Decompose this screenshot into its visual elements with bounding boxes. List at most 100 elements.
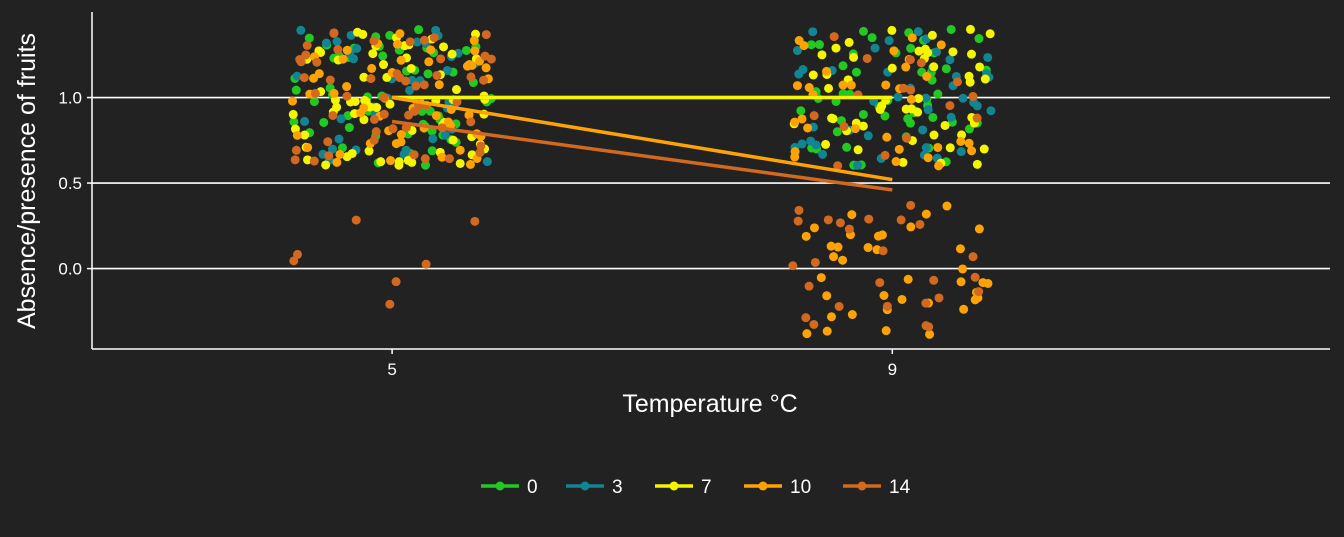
data-point <box>452 97 462 107</box>
data-point <box>945 55 955 65</box>
data-point <box>915 219 925 229</box>
data-point <box>371 127 381 137</box>
data-point <box>799 41 809 51</box>
data-point <box>420 154 430 164</box>
data-point <box>302 40 312 50</box>
fit-line <box>391 95 893 182</box>
data-point <box>352 44 362 54</box>
data-point <box>835 218 845 228</box>
data-point <box>480 51 490 61</box>
data-point <box>448 135 458 145</box>
data-point <box>476 141 486 151</box>
data-point <box>466 72 476 82</box>
data-point <box>388 124 398 134</box>
data-point <box>426 45 436 55</box>
data-point <box>822 66 832 76</box>
data-point <box>366 74 376 84</box>
data-point <box>967 146 977 156</box>
data-point <box>964 138 974 148</box>
legend-item: 3 <box>566 477 623 498</box>
data-point <box>986 106 996 116</box>
data-point <box>325 75 335 85</box>
data-point <box>974 224 984 234</box>
legend-item: 0 <box>481 477 538 498</box>
data-point <box>475 148 485 158</box>
data-point <box>974 287 984 297</box>
data-point <box>932 47 942 57</box>
data-point <box>966 49 976 59</box>
data-point <box>916 58 926 68</box>
data-point <box>810 257 820 267</box>
data-point <box>801 313 811 323</box>
data-point <box>338 54 348 64</box>
data-point <box>847 210 857 220</box>
legend-key-point <box>857 481 867 491</box>
data-point <box>359 115 369 125</box>
data-point <box>324 151 334 161</box>
data-point <box>887 63 897 73</box>
data-point <box>826 241 836 251</box>
data-point <box>929 275 939 285</box>
data-point <box>906 94 916 104</box>
data-point <box>828 114 838 124</box>
data-point <box>863 243 873 253</box>
data-point <box>412 37 422 47</box>
x-tick-label: 9 <box>888 360 897 379</box>
data-point <box>440 130 450 140</box>
plot-panel <box>92 12 1330 349</box>
data-point <box>368 49 378 59</box>
data-point <box>858 26 868 36</box>
data-point <box>980 74 990 84</box>
data-point <box>907 33 917 43</box>
data-point <box>913 27 923 37</box>
data-point <box>821 139 831 149</box>
data-point <box>838 61 848 71</box>
data-point <box>946 112 956 122</box>
data-point <box>894 144 904 154</box>
data-point <box>858 121 868 131</box>
data-point <box>824 83 834 93</box>
data-point <box>296 57 306 67</box>
data-point <box>335 149 345 159</box>
data-point <box>470 46 480 56</box>
data-point <box>929 62 939 72</box>
data-point <box>329 88 339 98</box>
axes: 0.0 0.5 1.0 5 9 <box>58 12 1330 379</box>
data-point <box>913 107 923 117</box>
data-point <box>891 157 901 167</box>
data-point <box>334 134 344 144</box>
data-point <box>299 73 309 83</box>
data-point <box>406 63 416 73</box>
data-point <box>351 215 361 225</box>
data-point <box>385 299 395 309</box>
data-point <box>344 123 354 133</box>
data-point <box>419 80 429 90</box>
data-point <box>958 93 968 103</box>
data-point <box>470 216 480 226</box>
data-point <box>342 152 352 162</box>
data-point <box>332 157 342 167</box>
legend-item: 14 <box>843 477 911 498</box>
data-point <box>808 70 818 80</box>
data-point <box>864 214 874 224</box>
data-point <box>376 157 386 167</box>
data-point <box>369 135 379 145</box>
data-point <box>808 27 818 37</box>
data-point <box>303 155 313 165</box>
data-point <box>956 136 966 146</box>
data-point <box>823 215 833 225</box>
legend-key-point <box>758 481 768 491</box>
data-point <box>332 37 342 47</box>
data-point <box>879 290 889 300</box>
data-point <box>395 29 405 39</box>
data-point <box>902 133 912 143</box>
data-point <box>797 139 807 149</box>
legend-label: 3 <box>612 477 623 498</box>
data-point <box>929 130 939 140</box>
data-point <box>411 81 421 91</box>
data-point <box>922 71 932 81</box>
data-point <box>393 39 403 49</box>
data-point <box>882 301 892 311</box>
legend-key-point <box>669 481 679 491</box>
